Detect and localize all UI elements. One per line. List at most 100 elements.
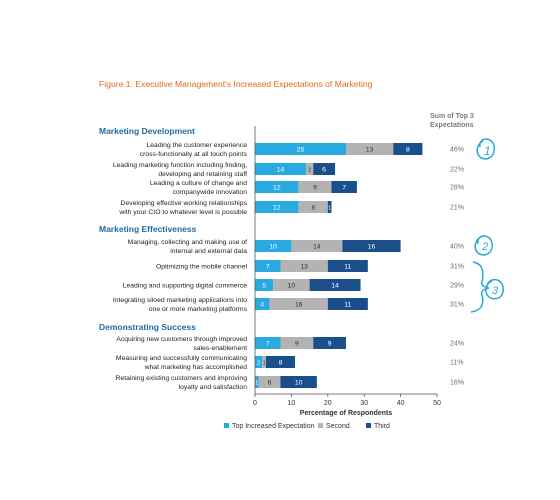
data-label: 14 xyxy=(313,243,321,250)
sum-label: 11% xyxy=(450,360,464,367)
bar-segment xyxy=(255,143,346,155)
sum-label: 40% xyxy=(450,244,464,251)
category-label: sales-enablement xyxy=(193,345,247,352)
category-label: with your CIO to whatever level is possi… xyxy=(118,209,247,216)
sum-header-line-2: Expectations xyxy=(430,122,474,129)
category-label: Leading the customer experience xyxy=(146,142,247,149)
bar-segment xyxy=(298,181,332,193)
data-label: 10 xyxy=(288,282,296,289)
x-tick-label: 10 xyxy=(288,400,296,407)
bar-segment xyxy=(255,376,259,388)
data-label: 7 xyxy=(266,340,270,347)
bar-segment xyxy=(331,181,357,193)
bar-segment xyxy=(255,201,299,213)
annotation-circle xyxy=(474,235,493,256)
data-label: 13 xyxy=(366,146,374,153)
data-label: 14 xyxy=(331,282,339,289)
data-label: 1 xyxy=(328,205,331,211)
data-label: 8 xyxy=(279,359,283,366)
x-tick-label: 20 xyxy=(324,400,332,407)
data-label: 16 xyxy=(368,243,376,250)
data-label: 12 xyxy=(273,204,281,211)
x-tick-label: 30 xyxy=(360,400,368,407)
data-label: 11 xyxy=(344,301,351,308)
x-tick-label: 40 xyxy=(397,400,405,407)
bar-segment xyxy=(327,201,332,213)
category-label: Integrating siloed marketing application… xyxy=(113,297,247,304)
bar-segment xyxy=(255,356,263,368)
x-tick-label: 0 xyxy=(253,400,257,407)
data-label: 6 xyxy=(322,166,326,173)
data-label: 8 xyxy=(311,204,315,211)
bar-segment xyxy=(265,356,296,368)
bar-segment xyxy=(255,181,299,193)
category-label: one or more marketing platforms xyxy=(149,306,248,313)
annotation-number: 1 xyxy=(484,144,491,158)
category-label: Retaining existing customers and improvi… xyxy=(116,375,248,382)
bar-segment xyxy=(255,337,281,349)
data-label: 13 xyxy=(300,263,308,270)
bar-segment xyxy=(313,337,346,349)
data-label: 9 xyxy=(328,340,332,347)
data-label: 9 xyxy=(295,340,299,347)
data-label: 16 xyxy=(295,301,303,308)
category-label: cross-functionally at all touch points xyxy=(140,151,248,158)
sum-label: 24% xyxy=(450,341,464,348)
category-label: Developing effective working relationshi… xyxy=(121,200,248,207)
bar-segment xyxy=(342,240,401,252)
x-tick-label: 50 xyxy=(433,400,441,407)
sum-column-header: Sum of Top 3 Expectations xyxy=(430,112,500,130)
data-label: 2 xyxy=(257,360,260,366)
bar-segment xyxy=(346,143,394,155)
bar-segment xyxy=(280,337,314,349)
legend-label: Third xyxy=(374,423,390,430)
group-title: Marketing Development xyxy=(99,126,195,136)
data-label: 4 xyxy=(260,301,264,308)
data-label: 1 xyxy=(263,360,266,366)
figure-title: Figure 1. Executive Management's Increas… xyxy=(99,79,373,89)
data-label: 8 xyxy=(406,146,410,153)
bar-segment xyxy=(255,298,270,310)
data-label: 7 xyxy=(266,263,270,270)
legend-swatch xyxy=(318,423,323,428)
category-label: Measuring and successfully communicating xyxy=(116,355,247,362)
sum-label: 29% xyxy=(450,283,464,290)
sum-label: 21% xyxy=(450,205,464,212)
annotation-circle xyxy=(485,278,504,300)
sum-header-line-1: Sum of Top 3 xyxy=(430,113,474,120)
annotation-brace xyxy=(470,261,490,313)
bar-segment xyxy=(255,240,292,252)
bar-segment xyxy=(258,376,281,388)
group-title: Demonstrating Success xyxy=(99,322,196,332)
data-label: 25 xyxy=(297,146,305,153)
data-label: 2 xyxy=(308,167,311,173)
bar-segment xyxy=(393,143,423,155)
bar-segment xyxy=(269,298,328,310)
legend-swatch xyxy=(224,423,229,428)
data-label: 10 xyxy=(269,243,277,250)
bar-segment xyxy=(280,260,328,272)
data-label: 10 xyxy=(295,379,303,386)
sum-label: 31% xyxy=(450,264,464,271)
bar-segment xyxy=(280,376,317,388)
category-label: internal and external data xyxy=(170,248,247,255)
bar-segment xyxy=(255,260,281,272)
category-label: Leading a culture of change and xyxy=(150,180,247,187)
legend-label: Top Increased Expectation xyxy=(232,423,315,430)
group-title: Marketing Effectiveness xyxy=(99,224,197,234)
annotation-number: 3 xyxy=(492,285,499,297)
annotation-number: 2 xyxy=(481,241,488,253)
bar-segment xyxy=(305,163,314,175)
category-label: Leading marketing function including fin… xyxy=(113,162,247,169)
bar-segment xyxy=(262,356,266,368)
data-label: 5 xyxy=(262,282,266,289)
bar-segment xyxy=(298,201,328,213)
category-label: what marketing has accomplished xyxy=(144,364,248,371)
category-label: Managing, collecting and making use of xyxy=(128,239,248,246)
annotation-circle xyxy=(476,138,495,160)
bar-segment xyxy=(255,279,274,291)
sum-label: 16% xyxy=(450,380,464,387)
category-label: developing and retaining staff xyxy=(158,171,247,178)
